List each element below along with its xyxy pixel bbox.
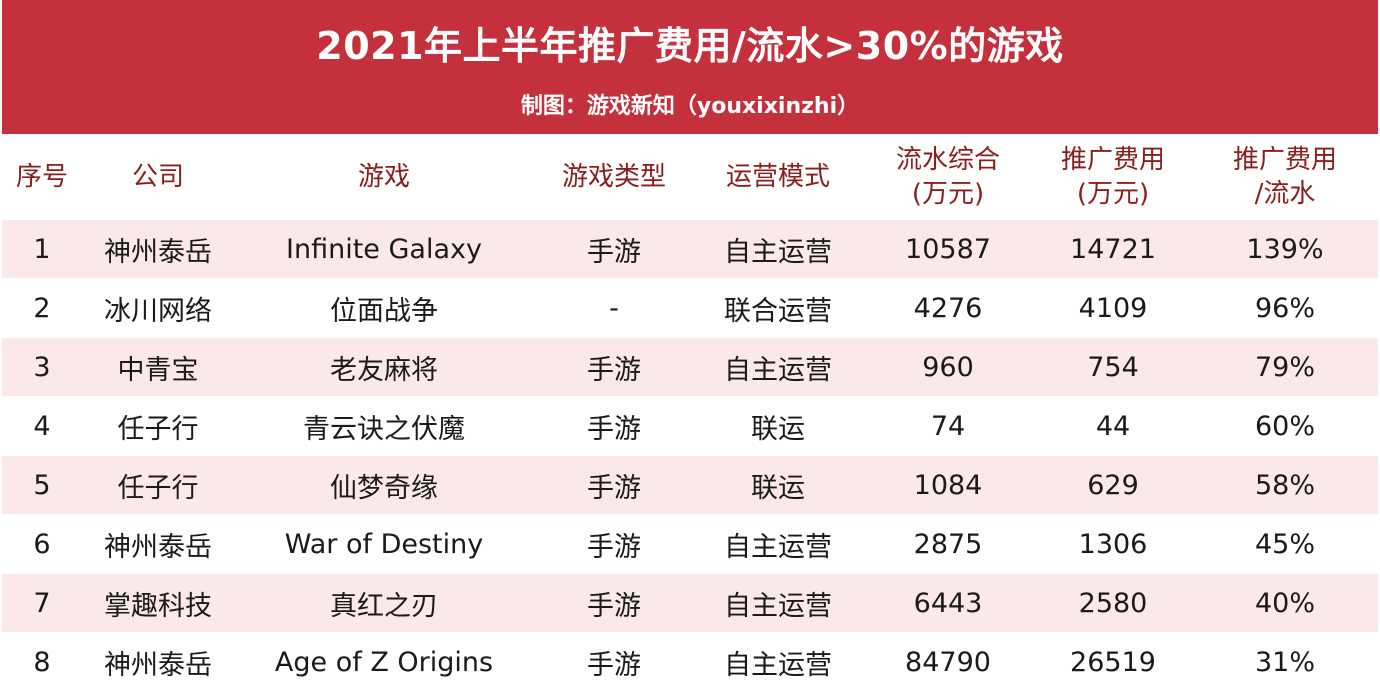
table-row: 5 任子行 仙梦奇缘 手游 联运 1084 629 58% bbox=[2, 455, 1378, 515]
header-ratio-line2: /流水 bbox=[1254, 179, 1316, 209]
cell-revenue: 84790 bbox=[862, 632, 1034, 692]
cell-company: 掌趣科技 bbox=[82, 573, 234, 633]
cell-company: 任子行 bbox=[82, 455, 234, 515]
cell-company: 神州泰岳 bbox=[82, 514, 234, 574]
cell-game: 青云诀之伏魔 bbox=[234, 396, 534, 456]
cell-revenue: 960 bbox=[862, 337, 1034, 397]
cell-ratio: 60% bbox=[1192, 396, 1378, 456]
cell-game-type: 手游 bbox=[534, 514, 694, 574]
header-promotion: 推广费用 (万元) bbox=[1034, 134, 1192, 220]
cell-promotion: 44 bbox=[1034, 396, 1192, 456]
header-promotion-line1: 推广费用 bbox=[1060, 145, 1165, 175]
header-ratio: 推广费用 /流水 bbox=[1192, 134, 1378, 220]
cell-index: 3 bbox=[2, 337, 82, 397]
header-company: 公司 bbox=[82, 134, 234, 220]
header-revenue: 流水综合 (万元) bbox=[862, 134, 1034, 220]
chart-title: 2021年上半年推广费用/流水>30%的游戏 bbox=[316, 24, 1064, 68]
cell-revenue: 74 bbox=[862, 396, 1034, 456]
cell-company: 冰川网络 bbox=[82, 278, 234, 338]
cell-operation-mode: 自主运营 bbox=[694, 632, 862, 692]
cell-operation-mode: 联运 bbox=[694, 396, 862, 456]
cell-game: War of Destiny bbox=[234, 514, 534, 574]
cell-ratio: 96% bbox=[1192, 278, 1378, 338]
table-row: 6 神州泰岳 War of Destiny 手游 自主运营 2875 1306 … bbox=[2, 514, 1378, 574]
cell-promotion: 14721 bbox=[1034, 220, 1192, 279]
cell-index: 6 bbox=[2, 514, 82, 574]
cell-game: Infinite Galaxy bbox=[234, 220, 534, 279]
cell-ratio: 58% bbox=[1192, 455, 1378, 515]
table-row: 7 掌趣科技 真红之刃 手游 自主运营 6443 2580 40% bbox=[2, 573, 1378, 633]
cell-promotion: 1306 bbox=[1034, 514, 1192, 574]
header-revenue-line1: 流水综合 bbox=[895, 145, 1000, 175]
cell-ratio: 139% bbox=[1192, 220, 1378, 279]
cell-ratio: 40% bbox=[1192, 573, 1378, 633]
cell-index: 8 bbox=[2, 632, 82, 692]
cell-index: 5 bbox=[2, 455, 82, 515]
cell-promotion: 754 bbox=[1034, 337, 1192, 397]
cell-index: 7 bbox=[2, 573, 82, 633]
cell-game-type: 手游 bbox=[534, 455, 694, 515]
header-game: 游戏 bbox=[234, 134, 534, 220]
cell-game: 仙梦奇缘 bbox=[234, 455, 534, 515]
table-row: 4 任子行 青云诀之伏魔 手游 联运 74 44 60% bbox=[2, 396, 1378, 456]
cell-revenue: 1084 bbox=[862, 455, 1034, 515]
cell-operation-mode: 联运 bbox=[694, 455, 862, 515]
cell-promotion: 4109 bbox=[1034, 278, 1192, 338]
cell-operation-mode: 自主运营 bbox=[694, 514, 862, 574]
table-row: 3 中青宝 老友麻将 手游 自主运营 960 754 79% bbox=[2, 337, 1378, 397]
cell-promotion: 2580 bbox=[1034, 573, 1192, 633]
header-promotion-line2: (万元) bbox=[1076, 179, 1150, 209]
table-row: 2 冰川网络 位面战争 - 联合运营 4276 4109 96% bbox=[2, 278, 1378, 338]
header-revenue-line2: (万元) bbox=[911, 179, 985, 209]
cell-game: 真红之刃 bbox=[234, 573, 534, 633]
title-banner: 2021年上半年推广费用/流水>30%的游戏 制图：游戏新知（youxixinz… bbox=[2, 0, 1378, 134]
cell-company: 任子行 bbox=[82, 396, 234, 456]
cell-revenue: 6443 bbox=[862, 573, 1034, 633]
cell-promotion: 629 bbox=[1034, 455, 1192, 515]
cell-game-type: 手游 bbox=[534, 396, 694, 456]
cell-promotion: 26519 bbox=[1034, 632, 1192, 692]
cell-game: 位面战争 bbox=[234, 278, 534, 338]
cell-operation-mode: 联合运营 bbox=[694, 278, 862, 338]
cell-game-type: 手游 bbox=[534, 337, 694, 397]
cell-ratio: 31% bbox=[1192, 632, 1378, 692]
table-row: 8 神州泰岳 Age of Z Origins 手游 自主运营 84790 26… bbox=[2, 632, 1378, 692]
cell-operation-mode: 自主运营 bbox=[694, 337, 862, 397]
header-game-type: 游戏类型 bbox=[534, 134, 694, 220]
cell-ratio: 79% bbox=[1192, 337, 1378, 397]
table-header-row: 序号 公司 游戏 游戏类型 运营模式 流水综合 (万元) 推广费用 (万元) 推… bbox=[2, 134, 1378, 220]
cell-company: 中青宝 bbox=[82, 337, 234, 397]
cell-revenue: 4276 bbox=[862, 278, 1034, 338]
cell-index: 1 bbox=[2, 220, 82, 279]
cell-ratio: 45% bbox=[1192, 514, 1378, 574]
header-ratio-line1: 推广费用 bbox=[1232, 145, 1337, 175]
cell-company: 神州泰岳 bbox=[82, 220, 234, 279]
cell-game-type: 手游 bbox=[534, 632, 694, 692]
cell-game-type: 手游 bbox=[534, 220, 694, 279]
cell-revenue: 2875 bbox=[862, 514, 1034, 574]
cell-revenue: 10587 bbox=[862, 220, 1034, 279]
header-operation-mode: 运营模式 bbox=[694, 134, 862, 220]
cell-operation-mode: 自主运营 bbox=[694, 220, 862, 279]
cell-index: 2 bbox=[2, 278, 82, 338]
cell-game: 老友麻将 bbox=[234, 337, 534, 397]
cell-index: 4 bbox=[2, 396, 82, 456]
cell-company: 神州泰岳 bbox=[82, 632, 234, 692]
cell-game: Age of Z Origins bbox=[234, 632, 534, 692]
cell-game-type: 手游 bbox=[534, 573, 694, 633]
games-table: 序号 公司 游戏 游戏类型 运营模式 流水综合 (万元) 推广费用 (万元) 推… bbox=[2, 134, 1378, 692]
chart-credit: 制图：游戏新知（youxixinzhi） bbox=[520, 94, 860, 119]
cell-game-type: - bbox=[534, 278, 694, 338]
cell-operation-mode: 自主运营 bbox=[694, 573, 862, 633]
header-index: 序号 bbox=[2, 134, 82, 220]
table-row: 1 神州泰岳 Infinite Galaxy 手游 自主运营 10587 147… bbox=[2, 220, 1378, 279]
